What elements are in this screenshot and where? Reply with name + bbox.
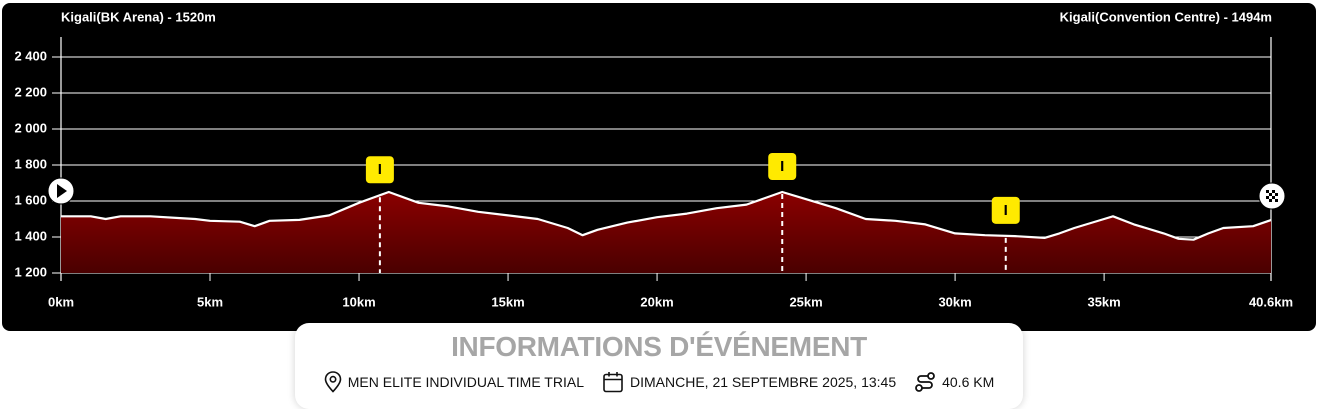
event-info-row: MEN ELITE INDIVIDUAL TIME TRIAL DIMANCHE…: [295, 371, 1023, 393]
grid: 1 200 1 400 1 600 1 800 2 000 2 200 2 400 0km 5k…: [14, 37, 1293, 309]
y-tick-label: 1 400: [14, 228, 47, 243]
event-item: DIMANCHE, 21 SEPTEMBRE 2025, 13:45: [602, 371, 896, 393]
y-tick-label: 1 800: [14, 156, 47, 171]
event-distance: 40.6 KM: [942, 374, 995, 390]
x-tick-label: 10km: [342, 294, 375, 309]
elevation-line: [61, 190, 1272, 241]
route-icon: [915, 372, 936, 392]
finish-icon: [1258, 182, 1286, 210]
x-tick-label: 20km: [640, 294, 673, 309]
event-name: MEN ELITE INDIVIDUAL TIME TRIAL: [347, 374, 584, 390]
x-tick-label: 40.6km: [1249, 294, 1293, 309]
event-item: 40.6 KM: [914, 371, 994, 393]
end-label: Kigali(Convention Centre) - 1494m: [1060, 9, 1272, 24]
checkpoint-label: I: [378, 161, 382, 178]
start-icon: [47, 177, 75, 205]
checkpoint-flag: [365, 156, 394, 184]
start-label: Kigali(BK Arena) - 1520m: [61, 9, 216, 24]
overlay: I I I: [365, 153, 1020, 273]
chart: Kigali(BK Arena) - 1520m Kigali(Conventi…: [2, 3, 1316, 331]
event-info-title: INFORMATIONS D'ÉVÉNEMENT: [451, 331, 867, 362]
y-tick-label: 2 400: [14, 48, 47, 63]
checkpoint-flag: [768, 153, 797, 180]
calendar-icon: [603, 372, 623, 393]
x-tick-label: 15km: [491, 294, 524, 309]
x-tick-label: 5km: [197, 294, 223, 309]
y-tick-label: 1 600: [14, 192, 47, 207]
x-tick-label: 25km: [789, 294, 822, 309]
checkpoint-flag: [991, 196, 1020, 224]
x-tick-label: 35km: [1087, 294, 1120, 309]
chart-background: [2, 3, 1316, 331]
y-tick-label: 2 000: [14, 120, 47, 135]
profile: [61, 190, 1272, 273]
event-item: MEN ELITE INDIVIDUAL TIME TRIAL: [324, 371, 584, 393]
checkpoint-label: I: [780, 158, 784, 175]
checkpoint-label: I: [1004, 202, 1008, 219]
event-info-card: INFORMATIONS D'ÉVÉNEMENT MEN ELITE INDIV…: [295, 323, 1023, 409]
y-tick-label: 1 200: [14, 264, 47, 279]
x-tick-label: 0km: [48, 294, 74, 309]
event-date: DIMANCHE, 21 SEPTEMBRE 2025, 13:45: [630, 374, 897, 390]
elevation-area: [61, 192, 1271, 273]
pin-icon: [324, 371, 342, 393]
y-tick-label: 2 200: [14, 84, 47, 99]
x-tick-label: 30km: [938, 294, 971, 309]
